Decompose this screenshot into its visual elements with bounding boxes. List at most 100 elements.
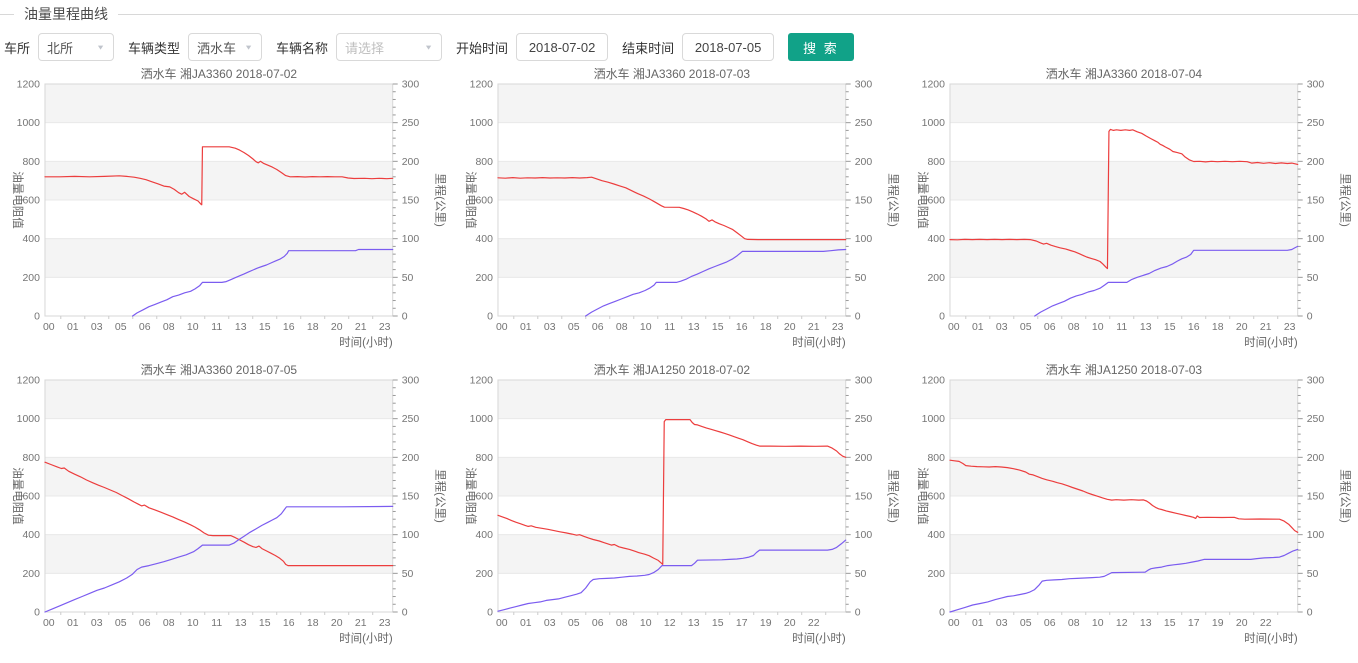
vehicle-type-select[interactable]: 洒水车 ▼ (188, 33, 263, 61)
divider (118, 13, 1358, 15)
right-axis-tick-label: 100 (1307, 530, 1325, 541)
plot-band (950, 238, 1299, 278)
x-axis-tick-label: 21 (355, 618, 367, 629)
left-axis-tick-label: 600 (928, 195, 946, 206)
x-axis-tick-label: 13 (1140, 322, 1152, 333)
right-axis-tick-label: 300 (1307, 375, 1325, 386)
right-axis-tick-label: 200 (854, 453, 872, 464)
x-axis-tick-label: 13 (1140, 618, 1152, 629)
right-axis-tick-label: 50 (1307, 569, 1319, 580)
right-axis-tick-label: 50 (854, 273, 866, 284)
right-axis-tick-label: 250 (854, 414, 872, 425)
left-axis-tick-label: 200 (22, 273, 40, 284)
x-axis-tick-label: 23 (379, 322, 391, 333)
left-axis-tick-label: 200 (475, 273, 493, 284)
right-axis-tick-label: 100 (1307, 234, 1325, 245)
left-axis-tick-label: 0 (34, 311, 40, 322)
right-axis-tick-label: 250 (1307, 414, 1325, 425)
fuel-mileage-chart: 0200400600800100012000501001502002503000… (11, 68, 447, 349)
start-time-label: 开始时间 (456, 40, 509, 56)
depot-select[interactable]: 北所 ▼ (38, 33, 115, 61)
start-time-input[interactable] (516, 33, 609, 61)
right-axis-tick-label: 0 (854, 311, 860, 322)
left-axis-tick-label: 1200 (17, 79, 40, 90)
x-axis-tick-label: 23 (1284, 322, 1296, 333)
fuel-mileage-chart: 0200400600800100012000501001502002503000… (464, 68, 900, 349)
x-axis-tick-label: 03 (91, 322, 103, 333)
left-axis-tick-label: 0 (487, 607, 493, 618)
x-axis-name: 时间(小时) (339, 632, 393, 645)
mileage-line (44, 505, 394, 613)
right-axis-tick-label: 100 (402, 234, 420, 245)
plot-band (950, 534, 1299, 574)
search-button[interactable]: 搜 索 (788, 33, 854, 61)
depot-select-value: 北所 (47, 40, 74, 56)
chart-cell: 0 200 400 600 800 1000 1200 0 50 100 150 200 250 300 0… (0, 68, 453, 364)
left-axis-tick-label: 1200 (17, 375, 40, 386)
left-axis-tick-label: 400 (475, 530, 493, 541)
right-axis-tick-label: 300 (854, 79, 872, 90)
right-axis-tick-label: 0 (1307, 607, 1313, 618)
right-axis-tick-label: 150 (402, 195, 420, 206)
right-axis-tick-label: 150 (402, 491, 420, 502)
left-axis-tick-label: 0 (487, 311, 493, 322)
left-axis-tick-label: 0 (939, 607, 945, 618)
x-axis-tick-label: 21 (808, 322, 820, 333)
fuel-resistance-line (497, 176, 846, 241)
plot-band (950, 161, 1299, 200)
x-axis-tick-label: 01 (67, 618, 79, 629)
mileage-line (497, 539, 846, 612)
fuel-resistance-line (497, 418, 846, 565)
chart-cell: 0 200 400 600 800 1000 1200 0 50 100 150 200 250 300 0… (905, 68, 1358, 364)
left-axis-tick-label: 600 (475, 195, 493, 206)
x-axis-tick-label: 15 (259, 618, 271, 629)
end-time-label: 结束时间 (622, 40, 675, 56)
x-axis-tick-label: 10 (640, 618, 652, 629)
x-axis-tick-label: 20 (1236, 618, 1248, 629)
right-axis-tick-label: 200 (1307, 157, 1325, 168)
vehicle-name-select[interactable]: 请选择 ▼ (336, 33, 443, 61)
x-axis-tick-label: 03 (544, 618, 556, 629)
right-axis-tick-label: 0 (402, 607, 408, 618)
x-axis-tick-label: 19 (760, 618, 772, 629)
chart-title: 洒水车 湘JA1250 2018-07-03 (1046, 364, 1203, 377)
right-axis-name: 里程(公里) (1339, 173, 1352, 227)
x-axis-tick-label: 03 (996, 618, 1008, 629)
x-axis-tick-label: 00 (496, 322, 508, 333)
end-time-input[interactable] (682, 33, 775, 61)
vehicle-type-label: 车辆类型 (128, 40, 181, 56)
plot-band (950, 84, 1299, 123)
left-axis-tick-label: 800 (22, 453, 40, 464)
x-axis-tick-label: 05 (568, 322, 580, 333)
left-axis-tick-label: 1200 (922, 375, 945, 386)
x-axis-tick-label: 10 (640, 322, 652, 333)
right-axis-tick-label: 200 (854, 157, 872, 168)
right-axis-tick-label: 0 (1307, 311, 1313, 322)
right-axis-tick-label: 50 (402, 273, 414, 284)
x-axis-tick-label: 19 (1212, 618, 1224, 629)
depot-label: 车所 (4, 40, 31, 56)
left-axis-tick-label: 200 (475, 569, 493, 580)
chart-cell: 0 200 400 600 800 1000 1200 0 50 100 150 200 250 300 0… (453, 364, 906, 660)
x-axis-tick-label: 21 (1260, 322, 1272, 333)
fuel-resistance-line (44, 461, 394, 567)
right-axis-name: 里程(公里) (886, 173, 899, 227)
right-axis-tick-label: 200 (1307, 453, 1325, 464)
x-axis-tick-label: 01 (972, 322, 984, 333)
plot-band (497, 457, 846, 496)
right-axis-tick-label: 200 (402, 453, 420, 464)
x-axis-tick-label: 00 (43, 322, 55, 333)
section-header: 油量里程曲线 (0, 0, 1358, 24)
left-axis-name: 油量电阻值 (464, 171, 478, 228)
left-axis-tick-label: 400 (475, 234, 493, 245)
left-axis-tick-label: 400 (928, 530, 946, 541)
x-axis-tick-label: 06 (139, 322, 151, 333)
plot-band (44, 161, 393, 200)
x-axis-tick-label: 13 (688, 322, 700, 333)
x-axis-tick-label: 08 (616, 618, 628, 629)
x-axis-name: 时间(小时) (339, 336, 393, 349)
right-axis-tick-label: 300 (402, 79, 420, 90)
left-axis-tick-label: 200 (928, 273, 946, 284)
x-axis-tick-label: 01 (520, 618, 532, 629)
x-axis-tick-label: 11 (664, 322, 675, 333)
